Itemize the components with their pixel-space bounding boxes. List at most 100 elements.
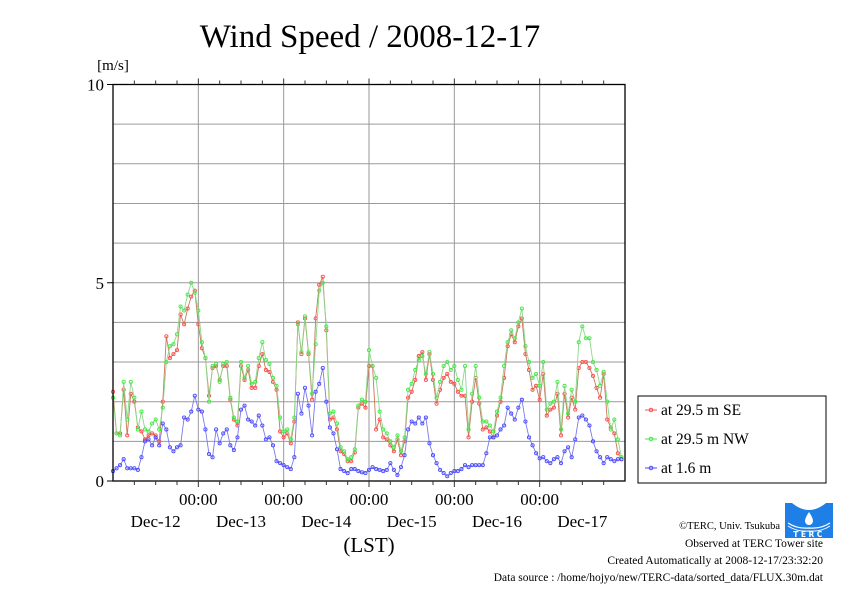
data-point [434, 461, 439, 466]
data-point [409, 389, 414, 394]
data-point [516, 405, 521, 410]
data-point [295, 391, 300, 396]
data-point [189, 409, 194, 414]
x-day-label: Dec-12 [131, 512, 181, 531]
data-point [228, 443, 233, 448]
data-point [583, 417, 588, 422]
data-point [445, 359, 450, 365]
data-point [395, 433, 400, 438]
data-point [505, 405, 510, 410]
data-point [430, 371, 436, 376]
data-point [580, 413, 585, 418]
data-point [231, 448, 236, 453]
data-point [310, 433, 315, 438]
data-point [455, 377, 460, 382]
data-point [363, 405, 368, 410]
data-point [114, 431, 119, 436]
data-point [551, 457, 556, 462]
data-point [366, 467, 372, 472]
data-point [182, 308, 187, 313]
data-point [573, 407, 578, 412]
data-point [302, 314, 308, 319]
data-point [278, 461, 283, 466]
data-point [182, 415, 187, 420]
data-point [594, 449, 599, 454]
data-point [142, 439, 148, 444]
data-point [502, 363, 507, 369]
series-line [112, 281, 622, 460]
data-point [317, 288, 322, 293]
data-point [562, 449, 567, 454]
data-point [459, 387, 464, 392]
data-point [409, 381, 414, 386]
data-point [359, 401, 364, 406]
data-point [509, 328, 514, 333]
data-point [231, 415, 236, 420]
data-point [555, 379, 560, 384]
data-point [537, 383, 542, 388]
y-tick-label: 0 [96, 472, 105, 491]
data-point [544, 407, 549, 412]
data-point [342, 449, 347, 454]
data-point [164, 359, 169, 365]
y-tick-label: 10 [87, 76, 104, 95]
data-point [203, 427, 208, 432]
legend-swatch-marker [648, 407, 654, 413]
data-point [228, 395, 233, 400]
data-point [381, 427, 386, 432]
data-point [270, 443, 276, 448]
data-point [246, 363, 251, 369]
x-axis-label: (LST) [343, 533, 394, 557]
data-point [374, 467, 379, 472]
logo-notch [792, 503, 826, 510]
data-point [356, 469, 361, 474]
data-point [221, 431, 226, 436]
data-point [548, 401, 553, 406]
data-point [363, 399, 368, 404]
data-point [349, 455, 354, 460]
data-point [612, 431, 617, 436]
legend-swatch-marker [648, 465, 654, 471]
data-point [125, 433, 130, 438]
data-point [391, 449, 396, 454]
data-point [480, 427, 485, 432]
data-point [263, 437, 268, 442]
x-day-label: Dec-14 [301, 512, 352, 531]
data-point [391, 467, 396, 472]
x-day-label: Dec-17 [557, 512, 608, 531]
axes: 0 5 10 00:00 00:00 00:00 00:00 00:00 Dec-12 Dec-1… [87, 76, 608, 532]
data-point [313, 389, 318, 394]
data-point [562, 383, 567, 388]
x-time-label: 00:00 [350, 490, 389, 509]
data-point [121, 379, 126, 384]
series-1 [110, 280, 624, 462]
data-point [139, 409, 144, 414]
data-point [445, 474, 450, 479]
data-point [587, 336, 592, 341]
series-layer [110, 274, 624, 479]
data-point [455, 469, 460, 474]
data-point [178, 443, 183, 448]
data-point [526, 359, 532, 365]
data-point [331, 431, 336, 436]
data-point [384, 437, 389, 442]
data-point [590, 359, 596, 365]
data-point [359, 470, 364, 475]
data-point [299, 350, 304, 355]
data-point [601, 369, 606, 375]
data-point [590, 439, 596, 444]
data-point [409, 419, 414, 424]
data-point [573, 437, 578, 442]
data-point [423, 371, 428, 376]
data-point [370, 465, 375, 470]
data-point [185, 417, 190, 422]
data-point [192, 290, 197, 295]
data-point [238, 407, 244, 412]
data-point [530, 443, 535, 448]
data-point [260, 423, 265, 428]
data-point [509, 411, 514, 416]
data-point [235, 435, 240, 440]
data-point [434, 395, 439, 400]
data-point [278, 415, 283, 420]
data-point [494, 433, 500, 438]
